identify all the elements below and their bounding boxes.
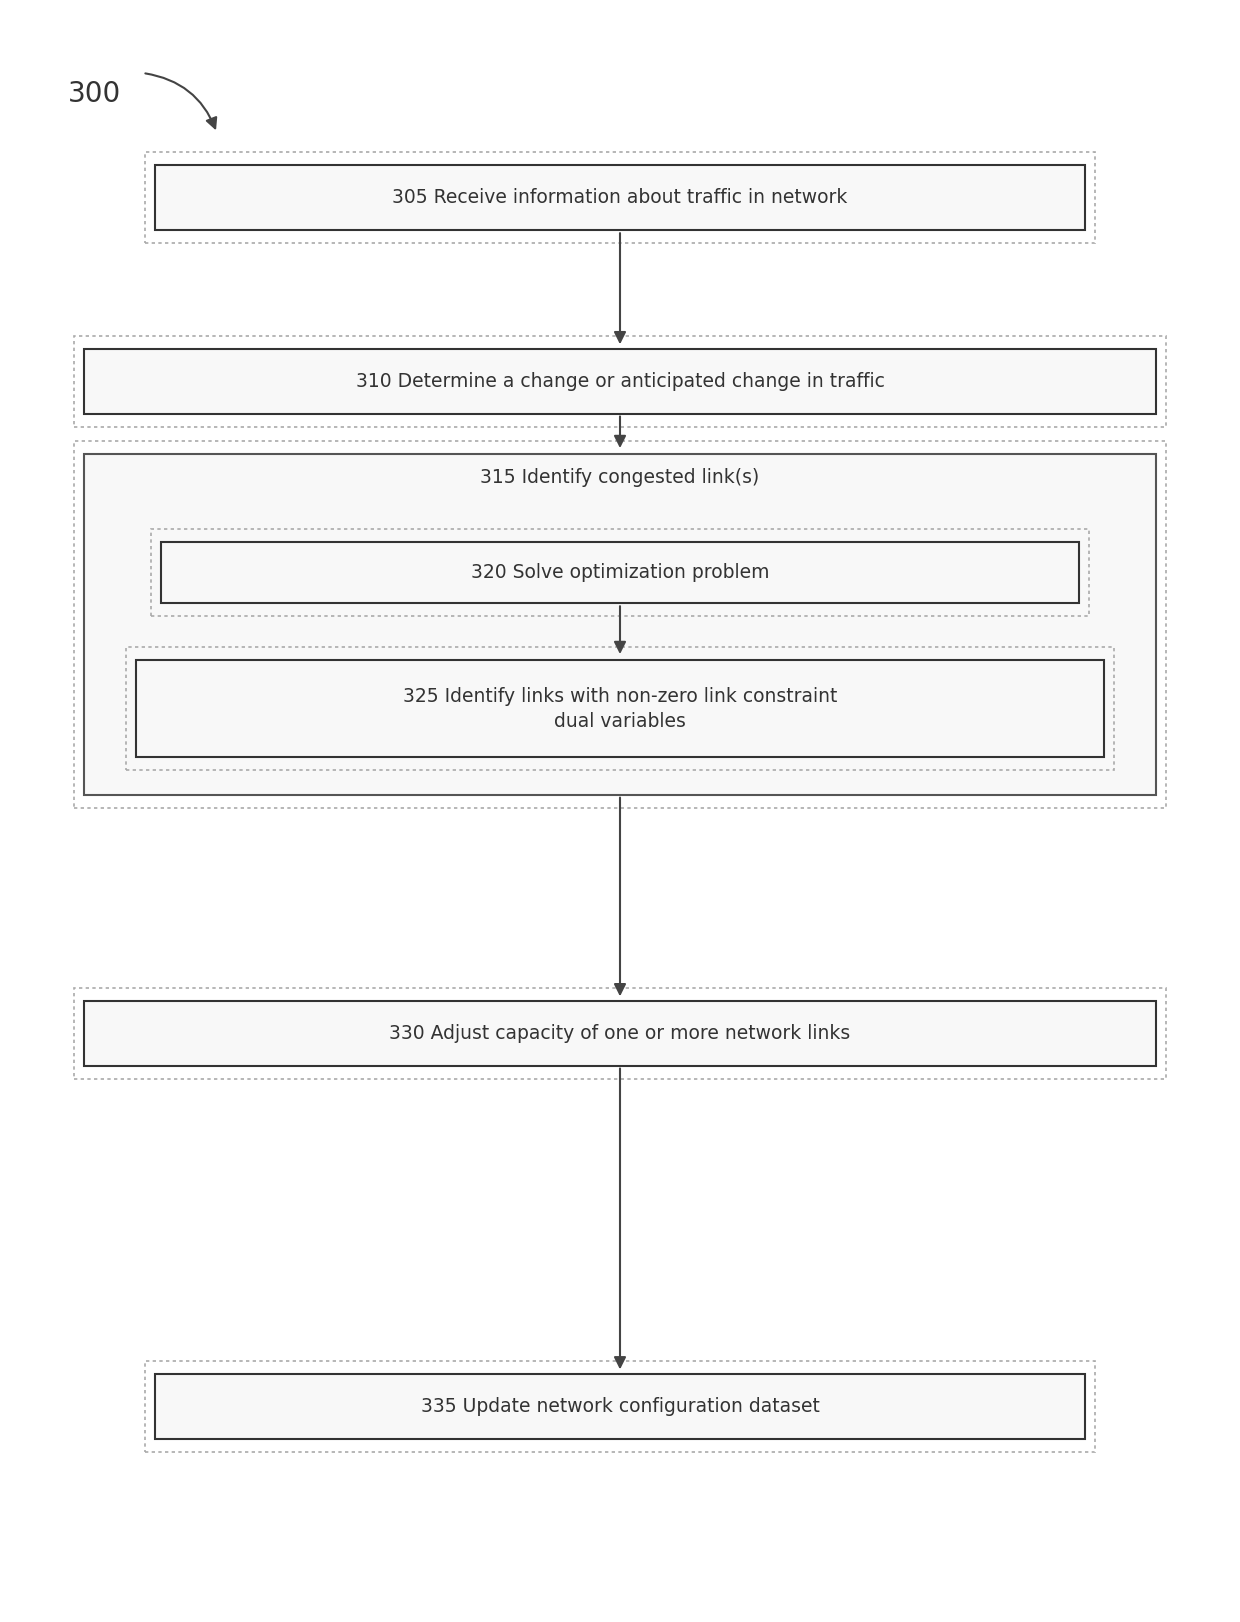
- Bar: [126, 647, 1114, 770]
- Bar: [84, 349, 1156, 414]
- Bar: [161, 542, 1079, 603]
- Text: 330 Adjust capacity of one or more network links: 330 Adjust capacity of one or more netwo…: [389, 1023, 851, 1043]
- Bar: [74, 988, 1166, 1079]
- Text: 335 Update network configuration dataset: 335 Update network configuration dataset: [420, 1397, 820, 1416]
- Bar: [74, 336, 1166, 427]
- Bar: [151, 529, 1089, 616]
- Text: 315 Identify congested link(s): 315 Identify congested link(s): [480, 469, 760, 487]
- Bar: [74, 441, 1166, 808]
- Bar: [155, 1374, 1085, 1439]
- Bar: [155, 165, 1085, 230]
- Bar: [145, 152, 1095, 243]
- Text: 320 Solve optimization problem: 320 Solve optimization problem: [471, 563, 769, 582]
- Text: 325 Identify links with non-zero link constraint
dual variables: 325 Identify links with non-zero link co…: [403, 686, 837, 732]
- Text: 310 Determine a change or anticipated change in traffic: 310 Determine a change or anticipated ch…: [356, 371, 884, 391]
- Bar: [84, 454, 1156, 795]
- Text: 300: 300: [68, 79, 122, 109]
- Text: 305 Receive information about traffic in network: 305 Receive information about traffic in…: [392, 188, 848, 208]
- Bar: [84, 1001, 1156, 1066]
- Bar: [136, 660, 1104, 757]
- Bar: [145, 1361, 1095, 1452]
